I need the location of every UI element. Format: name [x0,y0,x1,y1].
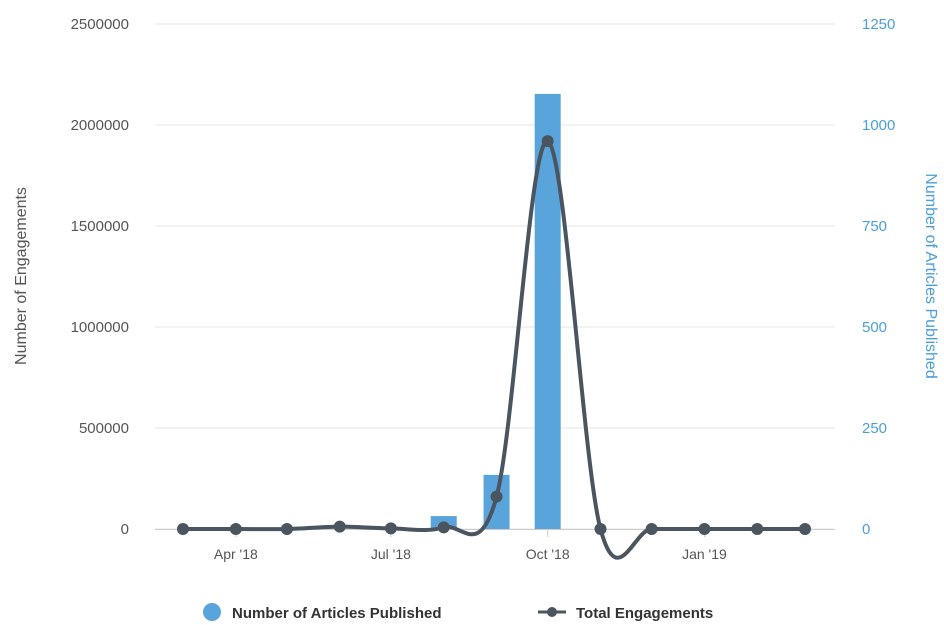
left-tick-label: 0 [121,521,129,538]
line-point[interactable] [384,522,397,535]
left-tick-label: 2000000 [71,117,129,134]
x-tick-label: Jul '18 [371,546,411,562]
left-tick-label: 500000 [79,420,129,437]
line-point[interactable] [594,523,607,535]
left-tick-label: 1500000 [71,218,129,235]
line-point[interactable] [541,135,554,148]
line-point[interactable] [229,523,242,535]
legend[interactable]: Number of Articles Published Total Engag… [203,603,713,622]
right-tick-label: 1000 [862,117,895,134]
right-axis-ticks: 0 250 500 750 1000 1250 [862,16,895,538]
legend-label-articles: Number of Articles Published [232,605,441,622]
right-tick-label: 750 [862,218,887,235]
x-axis: Apr '18 Jul '18 Oct '18 Jan '19 [155,529,835,562]
legend-label-engagements: Total Engagements [576,605,713,622]
line-point[interactable] [437,521,450,534]
legend-line-dot [547,607,557,617]
left-tick-label: 1000000 [71,319,129,336]
line-series [177,135,811,560]
left-axis-title: Number of Engagements [13,187,30,365]
x-tick-label: Apr '18 [214,546,258,562]
x-tick-label: Oct '18 [526,546,570,562]
right-tick-label: 250 [862,420,887,437]
line-point[interactable] [751,523,764,535]
left-axis-ticks: 0 500000 1000000 1500000 2000000 2500000 [71,16,129,538]
legend-item-engagements[interactable]: Total Engagements [538,605,713,622]
engagement-line [183,139,805,560]
line-point[interactable] [645,523,658,535]
gridlines [155,23,835,530]
right-tick-label: 500 [862,319,887,336]
right-axis-title: Number of Articles Published [922,173,939,378]
legend-bar-marker [203,603,221,621]
x-tick-label: Jan '19 [682,546,727,562]
line-point[interactable] [490,490,503,503]
line-point[interactable] [333,520,346,533]
line-point[interactable] [177,523,189,535]
left-tick-label: 2500000 [71,16,129,33]
right-tick-label: 1250 [862,16,895,33]
line-point[interactable] [698,523,711,535]
right-tick-label: 0 [862,521,870,538]
line-point[interactable] [799,523,811,535]
legend-item-articles[interactable]: Number of Articles Published [203,603,441,622]
line-point[interactable] [280,523,293,535]
